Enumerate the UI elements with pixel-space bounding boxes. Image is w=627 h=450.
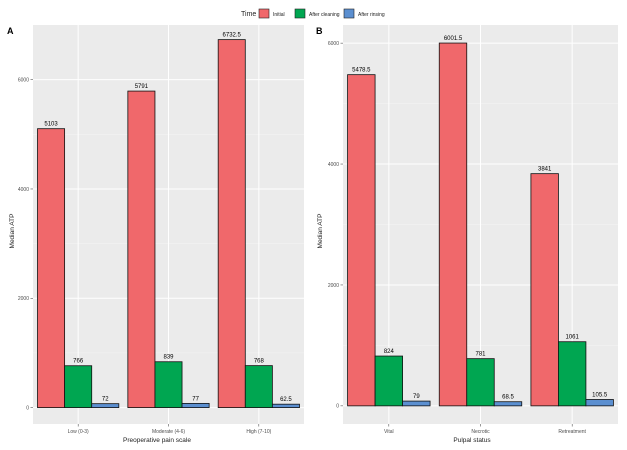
panel-a-x-tick-label: High (7-10) xyxy=(246,429,271,435)
panel-a-y-tick-label: 2000 xyxy=(18,296,29,302)
panel-b-bar-after-cleaning-vital xyxy=(374,355,403,407)
panel-a-data-label-initial-high-7-10: 6732.5 xyxy=(223,33,242,39)
panel-b-y-tick-label: 6000 xyxy=(328,41,339,47)
panel-b-data-label-after-rinsing-necrotic: 68.5 xyxy=(502,395,514,401)
panel-a-tag: A xyxy=(7,26,14,36)
panel-a-x-tick-label: Moderate (4-6) xyxy=(152,429,185,435)
panel-b-tag: B xyxy=(316,26,323,36)
panel-b-y-tick-label: 0 xyxy=(336,404,339,410)
panel-b-bar-after-rinsing-vital xyxy=(402,400,431,407)
panel-a-bar-after-cleaning-low-0-3 xyxy=(64,365,93,409)
panel-b-data-label-initial-retreatment: 3841 xyxy=(538,167,552,173)
panel-a-bar-initial-high-7-10 xyxy=(217,39,246,409)
panel-b-data-label-after-cleaning-necrotic: 781 xyxy=(475,352,486,358)
legend-label-after-rinsing: After rinsing xyxy=(358,12,385,18)
panel-a-data-label-after-rinsing-moderate-4-6: 77 xyxy=(192,396,199,402)
panel-b-plot: 0 2000 4000 6000 5478.5 824 79 Vital 6001.5 781 68… xyxy=(328,25,618,435)
panel-a-data-label-after-cleaning-high-7-10: 768 xyxy=(254,359,265,365)
panel-b-bar-after-cleaning-retreatment xyxy=(558,341,587,407)
panel-a-plot: 0 2000 4000 6000 5103 766 72 Low (0-3) 5791 839 77… xyxy=(18,25,304,435)
panel-a-y-tick-label: 4000 xyxy=(18,187,29,193)
panel-b-bar-after-cleaning-necrotic xyxy=(466,358,495,407)
panel-a-data-label-after-rinsing-low-0-3: 72 xyxy=(102,397,109,403)
panel-a-data-label-initial-low-0-3: 5103 xyxy=(44,122,58,128)
panel-a-y-tick-label: 0 xyxy=(26,405,29,411)
panel-a-data-label-after-cleaning-moderate-4-6: 839 xyxy=(163,355,174,361)
panel-a-data-label-initial-moderate-4-6: 5791 xyxy=(135,84,149,90)
panel-a-bar-after-rinsing-moderate-4-6 xyxy=(181,402,210,409)
panel-b-x-tick-label: Retreatment xyxy=(558,429,586,435)
panel-a-bar-after-rinsing-high-7-10 xyxy=(271,403,300,409)
legend: Time Initial After cleaning After rinsin… xyxy=(241,8,385,19)
panel-b-bar-initial-necrotic xyxy=(438,42,468,407)
panel-b-y-tick-label: 2000 xyxy=(328,283,339,289)
panel-a-bar-initial-low-0-3 xyxy=(37,128,66,409)
legend-key-initial xyxy=(258,8,270,19)
panel-a-y-tick-label: 6000 xyxy=(18,77,29,83)
panel-a-bar-after-cleaning-high-7-10 xyxy=(244,365,273,409)
panel-a-bar-after-cleaning-moderate-4-6 xyxy=(154,361,183,409)
panel-b-data-label-after-cleaning-retreatment: 1061 xyxy=(565,335,579,341)
panel-b-data-label-after-rinsing-vital: 79 xyxy=(413,394,420,400)
legend-title: Time xyxy=(241,11,256,18)
panel-a-data-label-after-cleaning-low-0-3: 766 xyxy=(73,359,84,365)
panel-a-y-axis-title: Median ATP xyxy=(9,214,16,249)
panel-a-bar-initial-moderate-4-6 xyxy=(127,90,156,409)
panel-a-data-label-after-rinsing-high-7-10: 62.5 xyxy=(280,397,292,403)
panel-b-y-axis-title: Median ATP xyxy=(317,214,324,249)
panel-b-x-tick-label: Necrotic xyxy=(471,429,490,435)
legend-label-after-cleaning: After cleaning xyxy=(309,12,340,18)
panel-b-y-tick-label: 4000 xyxy=(328,162,339,168)
panel-b-data-label-after-rinsing-retreatment: 105.5 xyxy=(592,392,608,398)
panel-b-bar-initial-vital xyxy=(347,74,376,407)
panel-b-bar-initial-retreatment xyxy=(530,173,559,407)
panel-a-x-tick-label: Low (0-3) xyxy=(68,429,89,435)
legend-key-after-rinsing xyxy=(343,8,355,19)
panel-b-data-label-initial-vital: 5478.5 xyxy=(352,68,371,74)
panel-a-x-axis-title: Preoperative pain scale xyxy=(123,437,191,444)
panel-a-bar-after-rinsing-low-0-3 xyxy=(91,403,120,409)
panel-b-x-tick-label: Vital xyxy=(384,429,394,435)
panel-b-data-label-after-cleaning-vital: 824 xyxy=(384,349,395,355)
legend-key-after-cleaning xyxy=(294,8,306,19)
panel-b-bar-after-rinsing-retreatment xyxy=(585,399,614,407)
legend-label-initial: Initial xyxy=(273,12,285,18)
panel-b-x-axis-title: Pulpal status xyxy=(453,437,491,444)
panel-b-data-label-initial-necrotic: 6001.5 xyxy=(444,36,463,42)
panel-b-bar-after-rinsing-necrotic xyxy=(493,401,523,407)
